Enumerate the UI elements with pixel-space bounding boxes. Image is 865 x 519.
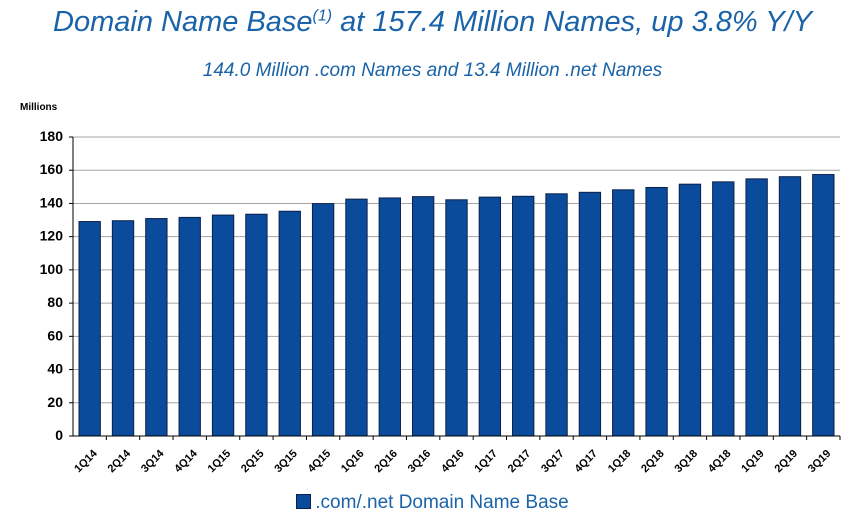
bar [111, 220, 135, 437]
y-axis-label: Millions [20, 102, 58, 113]
x-tick-label: 4Q17 [572, 448, 600, 476]
y-tick-label: 80 [47, 294, 63, 310]
legend: .com/.net Domain Name Base [0, 492, 865, 514]
x-tick-label: 4Q14 [172, 447, 200, 475]
y-tick-label: 40 [47, 361, 63, 377]
x-tick-label: 4Q16 [439, 448, 467, 476]
x-tick-label: 2Q17 [506, 448, 534, 476]
bar [745, 178, 768, 437]
chart-title: Domain Name Base(1) at 157.4 Million Nam… [0, 6, 865, 39]
bar [512, 195, 535, 437]
x-tick-label: 1Q18 [606, 448, 634, 476]
bar [812, 174, 835, 437]
x-tick-label: 3Q14 [139, 447, 167, 475]
bar [545, 193, 568, 437]
legend-label: .com/.net Domain Name Base [315, 492, 569, 513]
x-tick-label: 2Q18 [639, 448, 667, 476]
y-tick-label: 140 [40, 194, 64, 210]
x-tick-label: 2Q14 [106, 447, 134, 475]
y-tick-label: 100 [40, 261, 64, 277]
x-tick-label: 3Q18 [673, 448, 701, 476]
bar-chart: Millions 0 20 40 60 80 100 120 140 160 180 1Q14 2Q14… [20, 102, 841, 476]
bar [778, 176, 802, 437]
bar [178, 216, 201, 437]
x-tick-label: 1Q19 [739, 448, 767, 476]
title-footnote-marker: (1) [312, 7, 333, 25]
bar [478, 196, 502, 437]
y-tick-label: 160 [40, 161, 64, 177]
x-tick-label: 3Q19 [806, 448, 834, 476]
title-rest: at 157.4 Million Names, up 3.8% Y/Y [332, 6, 812, 38]
bar [278, 210, 301, 437]
y-tick-label: 120 [40, 228, 64, 244]
legend-swatch [296, 494, 312, 509]
x-tick-label: 3Q16 [406, 448, 434, 476]
x-tick-label: 1Q14 [72, 447, 100, 475]
bar [712, 181, 735, 437]
x-tick-label: 2Q16 [372, 448, 400, 476]
bar [245, 213, 268, 437]
x-tick-label: 2Q19 [773, 448, 801, 476]
x-tick-label: 3Q17 [539, 448, 567, 476]
bar [311, 203, 335, 437]
y-tick-label: 0 [55, 427, 63, 443]
x-tick-label: 4Q18 [706, 448, 734, 476]
bar [145, 218, 168, 437]
bar [78, 221, 101, 437]
bar [211, 214, 235, 437]
title-main: Domain Name Base [53, 6, 313, 38]
x-tick-label: 1Q17 [472, 448, 500, 476]
bar [345, 198, 368, 437]
bar [645, 186, 668, 437]
bar [578, 191, 602, 437]
chart-subtitle: 144.0 Million .com Names and 13.4 Millio… [202, 60, 663, 81]
y-tick-label: 180 [40, 128, 64, 144]
x-tick-label: 2Q15 [239, 448, 267, 476]
x-tick-label: 4Q15 [306, 448, 334, 476]
bar [612, 189, 635, 437]
bar [411, 196, 435, 437]
y-tick-label: 60 [47, 327, 63, 343]
bar [445, 199, 468, 437]
y-tick-label: 20 [47, 394, 63, 410]
x-tick-label: 3Q15 [272, 448, 300, 476]
x-tick-label: 1Q15 [206, 448, 234, 476]
bar [678, 183, 702, 437]
bar [378, 197, 401, 437]
x-tick-label: 1Q16 [339, 448, 367, 476]
